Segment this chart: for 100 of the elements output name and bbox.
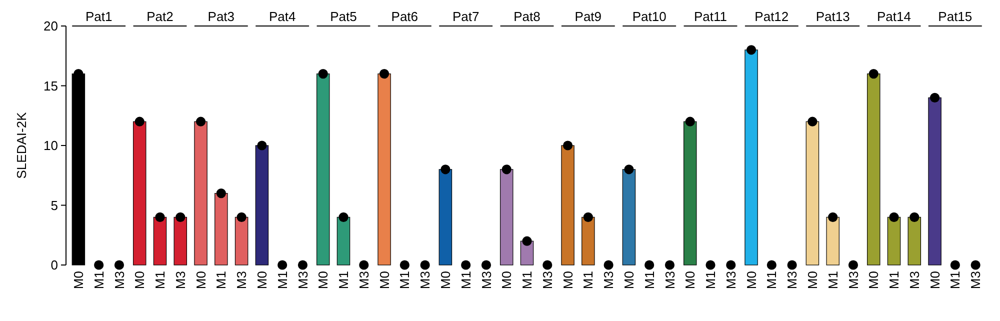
x-tick-label: M3 [478, 271, 494, 290]
x-tick-label: M1 [458, 271, 474, 290]
x-tick-label: M3 [295, 271, 310, 290]
text: Pat2 [146, 9, 174, 24]
x-tick-label: M1 [397, 271, 412, 290]
bar [336, 216, 350, 266]
x-tick-label: M3 [540, 271, 555, 290]
y-tick-label: 0 [50, 258, 58, 273]
point [685, 116, 695, 126]
bar [806, 121, 820, 266]
x-tick-label: M1 [274, 271, 290, 290]
text: Pat8 [514, 9, 540, 24]
point [644, 260, 654, 270]
x-tick-label: M0 [316, 271, 331, 290]
point [583, 212, 593, 222]
x-tick-label: M1 [948, 271, 963, 290]
point [359, 260, 369, 270]
x-tick-label: M3 [968, 271, 984, 290]
x-tick-label: M3 [172, 271, 188, 290]
point [461, 260, 471, 270]
x-tick-label: M0 [499, 271, 514, 290]
bar [194, 121, 208, 266]
bar [153, 216, 167, 266]
point [298, 260, 308, 270]
x-tick-label: M3 [601, 271, 616, 290]
x-tick-label: M1 [825, 271, 840, 290]
point [236, 212, 246, 222]
point [176, 212, 186, 222]
x-tick-label: M1 [886, 271, 902, 290]
x-tick-label: M0 [621, 271, 636, 290]
y-tick-label: 10 [44, 138, 58, 154]
x-tick-label: M0 [70, 271, 86, 290]
point [562, 140, 573, 150]
text: Pat1 [85, 9, 112, 24]
y-tick-label: 20 [44, 18, 58, 34]
x-tick-label: M1 [214, 271, 229, 290]
bar [826, 216, 840, 266]
point [828, 212, 838, 222]
point [114, 260, 124, 270]
point [440, 164, 450, 174]
point [502, 164, 512, 174]
point [746, 45, 756, 55]
point [787, 260, 797, 270]
x-tick-label: M3 [234, 271, 250, 290]
x-tick-label: M0 [438, 271, 453, 290]
bar [887, 216, 901, 266]
x-tick-label: M0 [682, 271, 698, 290]
point [604, 260, 614, 270]
text: Pat3 [208, 9, 235, 24]
bar [132, 121, 146, 266]
bar [928, 97, 942, 266]
point [155, 212, 165, 222]
point [950, 260, 960, 270]
x-tick-label: M0 [193, 271, 208, 290]
x-tick-label: M3 [906, 271, 922, 290]
x-tick-label: M3 [846, 271, 861, 290]
y-axis-title: SLEDAI-2K [14, 112, 29, 179]
y-tick-label: 5 [50, 198, 58, 213]
text: Pat13 [816, 9, 850, 24]
x-tick-label: M3 [662, 271, 678, 290]
text: Pat9 [574, 9, 602, 24]
point [766, 260, 776, 270]
x-tick-label: M3 [723, 271, 738, 290]
x-tick-label: M1 [642, 271, 657, 290]
x-tick-label: M1 [91, 271, 106, 290]
point [94, 260, 104, 270]
x-tick-label: M1 [520, 271, 535, 290]
point [808, 116, 818, 126]
bar [908, 216, 922, 266]
point [400, 260, 410, 270]
text: Pat6 [391, 9, 418, 24]
x-tick-label: M1 [703, 271, 718, 290]
point [278, 260, 288, 270]
x-tick-label: M0 [560, 271, 576, 290]
point [257, 140, 267, 150]
x-tick-label: M0 [927, 271, 942, 290]
text: Pat11 [694, 9, 728, 24]
x-tick-label: M1 [152, 271, 168, 290]
text: Pat10 [632, 9, 666, 24]
x-tick-label: M0 [744, 271, 759, 290]
point [379, 69, 390, 79]
point [664, 260, 675, 270]
point [848, 260, 858, 270]
x-tick-label: M0 [376, 271, 392, 290]
text: Pat14 [877, 9, 911, 24]
point [542, 260, 552, 270]
point [481, 260, 492, 270]
x-tick-label: M3 [112, 271, 127, 290]
point [706, 260, 716, 270]
point [889, 212, 899, 222]
bar [683, 121, 697, 266]
x-tick-label: M1 [580, 271, 596, 290]
text: Pat12 [754, 9, 789, 24]
bar [582, 216, 595, 266]
point [318, 69, 328, 79]
point [216, 188, 226, 198]
x-tick-label: M0 [805, 271, 820, 290]
point [726, 260, 736, 270]
x-tick-label: M0 [254, 271, 270, 290]
point [522, 236, 532, 246]
